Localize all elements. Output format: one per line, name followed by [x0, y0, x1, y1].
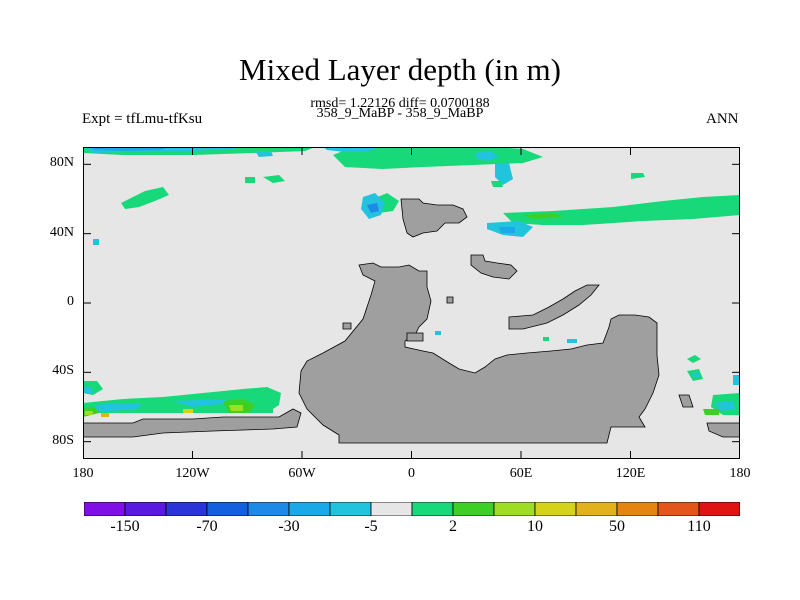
colorbar-label: -30 [278, 518, 300, 535]
colorbar [84, 502, 740, 516]
colorbar-swatch [493, 502, 536, 516]
anomaly-region [229, 405, 243, 411]
colorbar-swatch [452, 502, 495, 516]
anomaly-region [263, 175, 285, 183]
x-tick-label: 180 [729, 466, 751, 481]
anomaly-region [495, 163, 513, 185]
colorbar-swatch [288, 502, 331, 516]
land-mass [342, 322, 352, 330]
colorbar-label: 10 [527, 518, 543, 535]
land-mass [406, 332, 424, 342]
x-tick-label: 60W [288, 466, 316, 481]
land-mass [446, 296, 454, 304]
anomaly-region [367, 203, 379, 213]
colorbar-swatch [534, 502, 577, 516]
anomaly-region [687, 355, 701, 363]
colorbar-swatch [124, 502, 167, 516]
land-mass [83, 408, 302, 438]
anomaly-fields [83, 147, 740, 417]
anomaly-region [503, 195, 740, 225]
anomaly-region [323, 147, 379, 152]
anomaly-region [245, 177, 255, 183]
land-mass [706, 422, 740, 438]
land-mass [470, 254, 518, 280]
anomaly-region [491, 181, 503, 187]
colorbar-label: 2 [449, 518, 457, 535]
colorbar-label: -150 [110, 518, 140, 535]
anomaly-region [173, 399, 233, 407]
tick-marks [83, 147, 740, 459]
anomaly-region [543, 337, 549, 341]
plot-title: Mixed Layer depth (in m) [239, 52, 561, 87]
land-mass [678, 394, 694, 408]
anomaly-region [85, 411, 93, 415]
colorbar-label: -70 [196, 518, 218, 535]
x-tick-label: 120E [615, 466, 646, 481]
colorbar-swatch [206, 502, 249, 516]
colorbar-swatch [84, 502, 126, 516]
anomaly-region [83, 387, 93, 393]
colorbar-swatch [411, 502, 454, 516]
anomaly-region [101, 413, 109, 417]
colorbar-swatch [165, 502, 208, 516]
anomaly-region [693, 373, 699, 377]
colorbar-swatch [370, 502, 413, 516]
colorbar-label: 110 [687, 518, 711, 535]
colorbar-swatch [329, 502, 372, 516]
colorbar-swatch [616, 502, 659, 516]
colorbar-label: -5 [364, 518, 378, 535]
anomaly-region [499, 227, 515, 233]
x-tick-label: 180 [72, 466, 94, 481]
anomaly-region [435, 331, 441, 335]
x-tick-label: 60E [509, 466, 533, 481]
colorbar-swatch [657, 502, 700, 516]
colorbar-swatch [575, 502, 618, 516]
subtitle-stats: rmsd= 1.22126 diff= 0.0700188 [310, 96, 490, 111]
land-mass [400, 198, 468, 238]
y-tick-label: 40S [52, 363, 74, 379]
land-masses [83, 198, 740, 444]
anomaly-region [631, 173, 645, 179]
x-tick-label: 120W [175, 466, 210, 481]
y-tick-label: 80S [52, 432, 74, 448]
land-mass [298, 262, 660, 444]
experiment-label: Expt = tfLmu-tfKsu [82, 111, 203, 127]
anomaly-region [121, 187, 169, 209]
anomaly-region [523, 213, 563, 219]
colorbar-swatch [698, 502, 740, 516]
anomaly-region [733, 375, 740, 385]
anomaly-region [475, 151, 499, 161]
anomaly-region [183, 409, 193, 413]
anomaly-region [703, 409, 719, 415]
season-label: ANN [706, 111, 739, 127]
anomaly-region [567, 339, 577, 343]
map-panel [83, 147, 740, 459]
y-tick-label: 0 [67, 294, 74, 309]
anomaly-region [91, 148, 167, 151]
colorbar-swatch [247, 502, 290, 516]
anomaly-region [93, 239, 99, 245]
land-mass [508, 284, 600, 330]
anomaly-region [93, 403, 143, 411]
y-tick-label: 40N [49, 224, 74, 240]
anomaly-region [255, 151, 273, 157]
y-tick-label: 80N [49, 155, 74, 171]
anomaly-region [715, 401, 735, 411]
x-tick-label: 0 [408, 466, 415, 481]
subtitle-cases: 358_9_MaBP - 358_9_MaBP [316, 106, 484, 121]
colorbar-label: 50 [609, 518, 625, 535]
